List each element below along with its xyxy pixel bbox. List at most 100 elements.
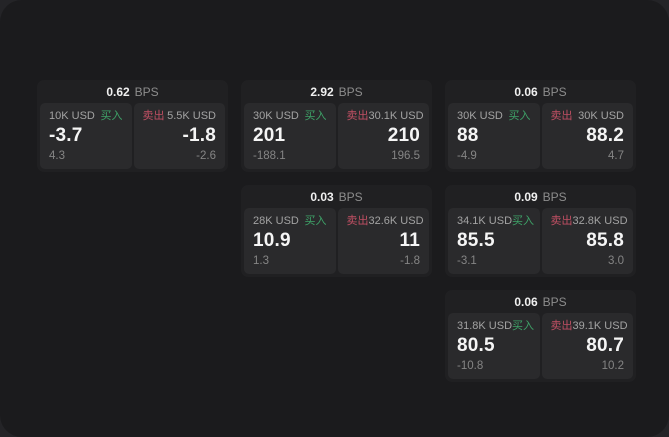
sell-delta: 196.5	[391, 149, 420, 162]
spread-value: 0.03	[310, 189, 334, 204]
sell-panel[interactable]: 卖出 5.5K USD -1.8 -2.6	[133, 103, 225, 169]
buy-price: 88	[457, 125, 479, 146]
spread-value: 0.09	[514, 189, 538, 204]
buy-panel[interactable]: 31.8K USD 买入 80.5 -10.8	[448, 313, 540, 379]
buy-panel-top: 30K USD 买入	[253, 111, 327, 122]
sell-amount: 39.1K USD	[572, 320, 628, 332]
spread-unit: BPS	[338, 189, 363, 204]
sell-amount: 32.6K USD	[368, 215, 424, 227]
sell-delta: 4.7	[608, 149, 624, 162]
sell-amount: 30K USD	[578, 110, 624, 122]
sell-panel[interactable]: 卖出 30.1K USD 210 196.5	[337, 103, 429, 169]
spread-value: 2.92	[310, 84, 334, 99]
quote-panels: 28K USD 买入 10.9 1.3 卖出 32.6K USD 11 -1.8	[244, 208, 429, 274]
sell-panel-top: 卖出 30K USD	[551, 111, 625, 122]
sell-label: 卖出	[550, 215, 573, 227]
sell-label: 卖出	[346, 215, 369, 227]
sell-price: 88.2	[586, 125, 624, 146]
buy-amount: 30K USD	[457, 110, 503, 122]
quote-panels: 34.1K USD 买入 85.5 -3.1 卖出 32.8K USD 85.8…	[448, 208, 633, 274]
buy-amount: 10K USD	[49, 110, 95, 122]
spread-value: 0.06	[514, 294, 538, 309]
sell-amount: 32.8K USD	[572, 215, 628, 227]
sell-delta: 10.2	[601, 359, 624, 372]
sell-panel[interactable]: 卖出 30K USD 88.2 4.7	[541, 103, 633, 169]
buy-delta: 4.3	[49, 149, 65, 162]
spread-header: 0.62 BPS	[40, 80, 225, 103]
quote-card: 0.06 BPS 31.8K USD 买入 80.5 -10.8 卖出 39.1…	[445, 290, 636, 382]
buy-delta: 1.3	[253, 254, 269, 267]
buy-label: 买入	[304, 215, 327, 227]
buy-panel[interactable]: 34.1K USD 买入 85.5 -3.1	[448, 208, 540, 274]
sell-panel[interactable]: 卖出 39.1K USD 80.7 10.2	[541, 313, 633, 379]
sell-price: 11	[399, 230, 420, 251]
quote-panels: 10K USD 买入 -3.7 4.3 卖出 5.5K USD -1.8 -2.…	[40, 103, 225, 169]
sell-panel-top: 卖出 32.6K USD	[346, 215, 424, 227]
sell-label: 卖出	[346, 110, 369, 122]
spread-unit: BPS	[134, 84, 159, 99]
sell-panel[interactable]: 卖出 32.8K USD 85.8 3.0	[541, 208, 633, 274]
buy-panel[interactable]: 10K USD 买入 -3.7 4.3	[40, 103, 132, 169]
buy-price: 85.5	[457, 230, 495, 251]
buy-amount: 34.1K USD	[457, 215, 513, 227]
sell-label: 卖出	[550, 320, 573, 332]
spread-unit: BPS	[542, 294, 567, 309]
buy-label: 买入	[512, 215, 535, 227]
buy-label: 买入	[508, 110, 531, 122]
sell-delta: 3.0	[608, 254, 624, 267]
sell-delta: -1.8	[400, 254, 420, 267]
sell-panel-top: 卖出 39.1K USD	[550, 320, 628, 332]
sell-price: 80.7	[586, 335, 624, 356]
sell-price: 210	[387, 125, 420, 146]
quote-card: 0.09 BPS 34.1K USD 买入 85.5 -3.1 卖出 32.8K…	[445, 185, 636, 277]
buy-delta: -10.8	[457, 359, 484, 372]
buy-price: -3.7	[49, 125, 83, 146]
buy-panel[interactable]: 30K USD 买入 88 -4.9	[448, 103, 540, 169]
spread-header: 2.92 BPS	[244, 80, 429, 103]
buy-panel[interactable]: 28K USD 买入 10.9 1.3	[244, 208, 336, 274]
quote-card: 0.62 BPS 10K USD 买入 -3.7 4.3 卖出 5.5K USD	[37, 80, 228, 172]
buy-panel-top: 30K USD 买入	[457, 111, 531, 122]
quote-panels: 30K USD 买入 88 -4.9 卖出 30K USD 88.2 4.7	[448, 103, 633, 169]
spread-unit: BPS	[338, 84, 363, 99]
quote-panels: 31.8K USD 买入 80.5 -10.8 卖出 39.1K USD 80.…	[448, 313, 633, 379]
quote-card: 0.06 BPS 30K USD 买入 88 -4.9 卖出 30K USD	[445, 80, 636, 172]
spread-value: 0.62	[106, 84, 130, 99]
buy-panel[interactable]: 30K USD 买入 201 -188.1	[244, 103, 336, 169]
buy-delta: -3.1	[457, 254, 477, 267]
buy-delta: -188.1	[253, 149, 286, 162]
sell-price: 85.8	[586, 230, 624, 251]
spread-header: 0.06 BPS	[448, 80, 633, 103]
buy-amount: 31.8K USD	[457, 320, 513, 332]
quote-card: 0.03 BPS 28K USD 买入 10.9 1.3 卖出 32.6K US…	[241, 185, 432, 277]
buy-price: 10.9	[253, 230, 291, 251]
spread-header: 0.09 BPS	[448, 185, 633, 208]
sell-price: -1.8	[182, 125, 216, 146]
buy-label: 买入	[100, 110, 123, 122]
buy-delta: -4.9	[457, 149, 477, 162]
sell-panel-top: 卖出 5.5K USD	[143, 111, 217, 122]
buy-panel-top: 34.1K USD 买入	[457, 215, 535, 227]
quote-panels: 30K USD 买入 201 -188.1 卖出 30.1K USD 210 1…	[244, 103, 429, 169]
sell-panel-top: 卖出 32.8K USD	[550, 215, 628, 227]
sell-panel-top: 卖出 30.1K USD	[346, 110, 424, 122]
buy-amount: 30K USD	[253, 110, 299, 122]
buy-price: 80.5	[457, 335, 495, 356]
quote-card: 2.92 BPS 30K USD 买入 201 -188.1 卖出 30.1K …	[241, 80, 432, 172]
buy-label: 买入	[512, 320, 535, 332]
buy-amount: 28K USD	[253, 215, 299, 227]
spread-header: 0.06 BPS	[448, 290, 633, 313]
sell-label: 卖出	[550, 110, 573, 122]
sell-amount: 5.5K USD	[167, 110, 216, 122]
quotes-grid: 0.62 BPS 10K USD 买入 -3.7 4.3 卖出 5.5K USD	[37, 80, 636, 382]
buy-panel-top: 10K USD 买入	[49, 111, 123, 122]
sell-panel[interactable]: 卖出 32.6K USD 11 -1.8	[337, 208, 429, 274]
spread-header: 0.03 BPS	[244, 185, 429, 208]
buy-label: 买入	[304, 110, 327, 122]
buy-price: 201	[253, 125, 286, 146]
spread-unit: BPS	[542, 84, 567, 99]
buy-panel-top: 28K USD 买入	[253, 216, 327, 227]
buy-panel-top: 31.8K USD 买入	[457, 320, 535, 332]
sell-delta: -2.6	[196, 149, 216, 162]
